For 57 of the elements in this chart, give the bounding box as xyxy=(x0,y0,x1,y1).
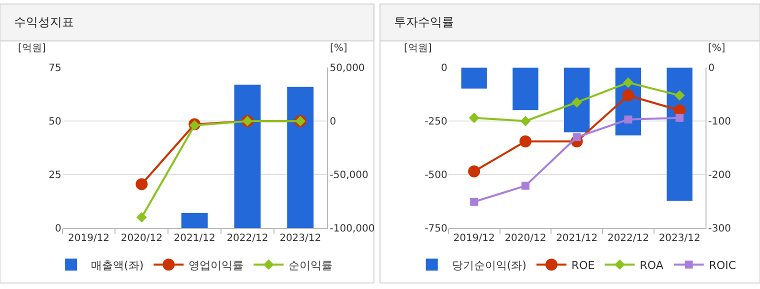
point xyxy=(519,135,532,148)
x-tick-label: 2019/12 xyxy=(453,233,495,244)
x-tick-label: 2023/12 xyxy=(280,233,322,244)
y2-tick-label: 50,000 xyxy=(330,63,365,74)
legend-label: 당기순이익(좌) xyxy=(452,258,526,272)
legend-label: ROIC xyxy=(708,258,736,272)
y2-tick-label: -100 xyxy=(708,116,731,128)
bar xyxy=(287,86,314,228)
point xyxy=(521,182,530,190)
y2-axis-title: [%] xyxy=(330,43,348,54)
legend-label: 영업이익률 xyxy=(188,258,244,272)
y2-tick-label: -100,000 xyxy=(330,224,375,235)
y-tick-label: 25 xyxy=(48,170,62,182)
point xyxy=(468,112,480,124)
x-tick-label: 2022/12 xyxy=(226,233,268,244)
y-axis-title: [억원] xyxy=(404,43,432,54)
y-tick-label: -250 xyxy=(424,116,448,128)
point xyxy=(520,116,531,126)
y-tick-label: 75 xyxy=(48,63,62,74)
y-axis-title: [억원] xyxy=(18,43,46,54)
y2-tick-label: 0 xyxy=(708,63,715,74)
bar xyxy=(234,84,261,228)
chart-title: 투자수익률 xyxy=(394,15,454,29)
point xyxy=(624,115,632,124)
x-tick-label: 2020/12 xyxy=(120,233,162,244)
y-tick-label: 50 xyxy=(48,116,62,128)
point xyxy=(572,133,581,142)
x-tick-label: 2023/12 xyxy=(658,233,700,244)
point xyxy=(468,165,480,178)
point xyxy=(622,89,634,102)
bar xyxy=(181,213,208,228)
chart-title: 수익성지표 xyxy=(14,15,74,29)
y-tick-label: -750 xyxy=(424,224,448,235)
x-tick-label: 2020/12 xyxy=(504,233,546,244)
point xyxy=(136,212,147,223)
x-tick-label: 2022/12 xyxy=(607,233,649,244)
x-tick-label: 2021/12 xyxy=(174,233,216,244)
point xyxy=(674,90,685,101)
legend-label: 순이익률 xyxy=(288,258,333,272)
point xyxy=(572,97,582,108)
y-tick-label: 0 xyxy=(441,63,448,74)
y2-tick-label: -50,000 xyxy=(330,170,368,182)
x-tick-label: 2019/12 xyxy=(68,233,110,244)
y2-tick-label: 0 xyxy=(330,116,336,128)
y2-axis-title: [%] xyxy=(708,43,726,54)
x-tick-label: 2021/12 xyxy=(556,233,598,244)
y2-tick-label: -300 xyxy=(708,224,731,235)
point xyxy=(623,77,634,88)
y2-tick-label: -200 xyxy=(708,170,731,182)
legend-label: ROE xyxy=(571,258,595,272)
y-tick-label: 0 xyxy=(54,224,62,235)
point xyxy=(136,178,148,190)
legend-label: 매출액(좌) xyxy=(91,258,144,272)
point xyxy=(470,198,478,206)
point xyxy=(676,114,684,122)
y-tick-label: -500 xyxy=(424,170,448,182)
legend-label: ROA xyxy=(640,258,664,272)
